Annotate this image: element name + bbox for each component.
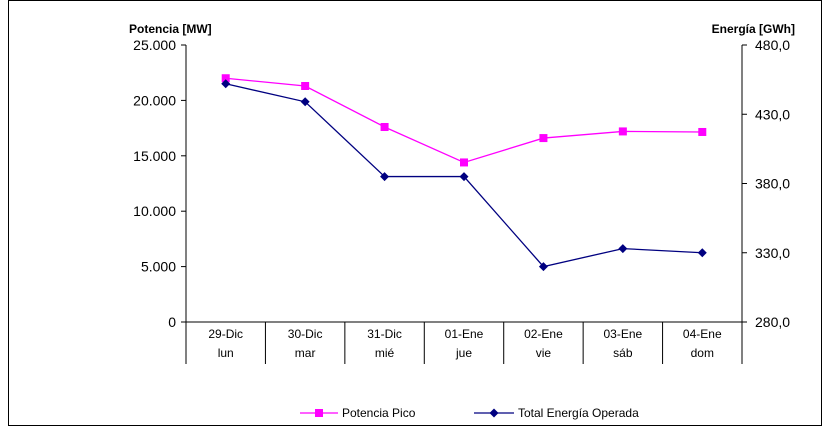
legend-label: Total Energía Operada xyxy=(518,406,639,420)
y-right-tick-label: 380,0 xyxy=(755,176,790,192)
y-left-tick-label: 20.000 xyxy=(133,92,176,108)
legend-marker-diamond xyxy=(489,408,499,418)
y-right-axis-title: Energía [GWh] xyxy=(712,22,795,36)
y-left-tick-label: 5.000 xyxy=(141,259,176,275)
x-tick-label-day: mar xyxy=(295,346,316,360)
line-chart: Potencia [MW] Energía [GWh] 0 5.000 10.000… xyxy=(129,22,795,420)
x-tick-label-date: 29-Dic xyxy=(208,327,243,341)
chart-frame: Potencia [MW] Energía [GWh] 0 5.000 10.000… xyxy=(8,0,822,426)
data-point-square xyxy=(301,81,310,90)
y-left-tick-label: 15.000 xyxy=(133,148,176,164)
x-tick-label-date: 03-Ene xyxy=(604,327,643,341)
y-left-tick-label: 10.000 xyxy=(133,203,176,219)
y-left-tick-label: 0 xyxy=(168,314,176,330)
data-point-diamond xyxy=(618,244,628,254)
x-tick-label-day: jue xyxy=(455,346,472,360)
x-tick-label-day: dom xyxy=(691,346,714,360)
y-right-tick-label: 280,0 xyxy=(755,314,790,330)
legend: Potencia Pico Total Energía Operada xyxy=(300,406,639,420)
data-point-square xyxy=(460,158,468,167)
data-point-diamond xyxy=(538,262,548,272)
y-right-tick-label: 430,0 xyxy=(755,106,790,122)
legend-marker-square xyxy=(315,409,323,417)
y-right-tick-label: 330,0 xyxy=(755,245,790,261)
y-left-axis-title: Potencia [MW] xyxy=(129,22,212,36)
x-tick-label-day: sáb xyxy=(613,346,633,360)
x-tick-label-day: mié xyxy=(375,346,395,360)
x-tick-label-day: vie xyxy=(536,346,552,360)
x-tick-label-date: 02-Ene xyxy=(524,327,563,341)
data-point-diamond xyxy=(300,97,310,107)
series-line-potencia-pico xyxy=(225,77,703,164)
data-point-square xyxy=(698,127,707,136)
x-tick-label-date: 04-Ene xyxy=(683,327,722,341)
y-left-tick-label: 25.000 xyxy=(133,37,176,53)
x-tick-label-date: 01-Ene xyxy=(445,327,484,341)
data-point-diamond xyxy=(459,172,469,182)
legend-label: Potencia Pico xyxy=(342,406,416,420)
data-point-square xyxy=(221,74,230,83)
data-point-diamond xyxy=(697,248,707,258)
series-marks xyxy=(221,74,707,272)
x-tick-label-day: lun xyxy=(218,346,234,360)
y-right-tick-label: 480,0 xyxy=(755,37,790,53)
axes: 0 5.000 10.000 15.000 20.000 25.000 280,0 330,0… xyxy=(133,37,790,364)
data-point-square xyxy=(380,122,389,131)
data-point-square xyxy=(618,127,627,136)
data-point-diamond xyxy=(380,172,390,182)
data-point-diamond xyxy=(221,79,231,89)
x-tick-label-date: 31-Dic xyxy=(367,327,402,341)
data-point-square xyxy=(539,134,548,143)
x-tick-label-date: 30-Dic xyxy=(288,327,323,341)
